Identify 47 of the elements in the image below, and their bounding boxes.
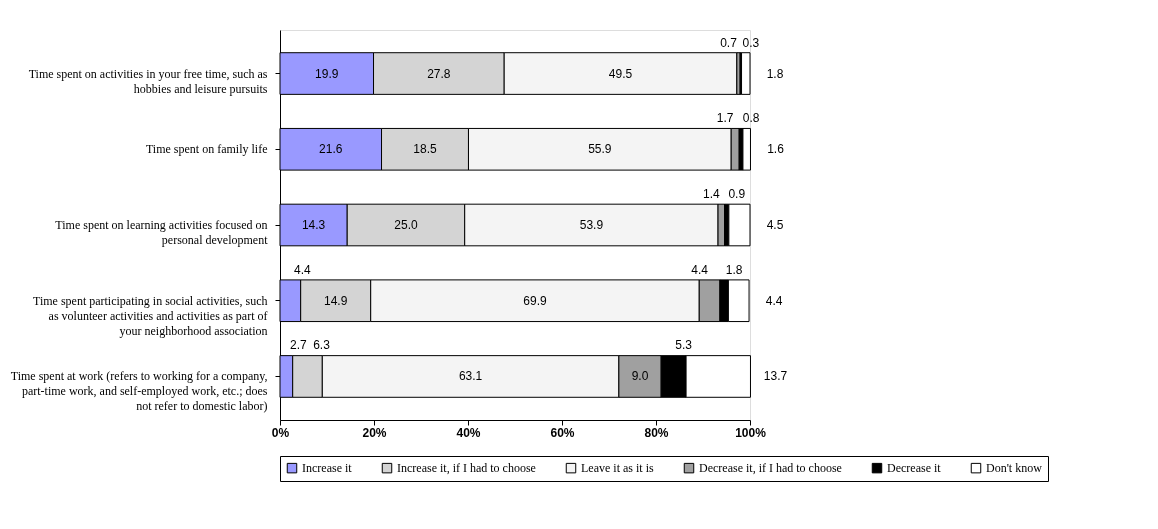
data-label: 4.4 [294, 262, 311, 277]
y-tick-label: Time spent on family life [145, 142, 268, 157]
data-label: 14.3 [301, 218, 326, 232]
x-tick-label: 0% [271, 425, 290, 440]
data-label: 18.5 [413, 142, 437, 157]
legend-label: Don't know [986, 461, 1043, 476]
legend-label: Increase it [302, 461, 353, 476]
x-tick-label: 40% [456, 425, 481, 440]
data-label: 1.4 [702, 187, 720, 201]
data-label: 4.4 [765, 293, 783, 308]
x-tick-label: 20% [362, 425, 387, 440]
legend-label: Leave it as it is [581, 461, 654, 476]
data-label: 1.8 [725, 262, 743, 277]
data-label: 21.6 [319, 142, 343, 157]
x-tick-label: 100% [735, 425, 767, 440]
x-tick-label: 60% [550, 425, 575, 440]
data-label: 25.0 [394, 218, 418, 232]
data-label: 0.7 [720, 35, 738, 50]
data-label: 1.6 [767, 142, 785, 157]
data-label: 14.9 [324, 293, 348, 308]
data-label: 5.3 [675, 338, 693, 353]
data-label: 1.8 [766, 66, 784, 81]
data-label: 27.8 [427, 66, 451, 81]
x-tick-label: 80% [644, 425, 669, 440]
y-tick-label: Time spent at work (refers to working for a company, part-time work, and self-employed work, etc.; does not refer to domestic labor) [10, 369, 268, 414]
data-label: 0.8 [742, 111, 760, 126]
data-label: 1.7 [716, 111, 734, 126]
data-label: 0.3 [742, 35, 760, 50]
data-label: 53.9 [579, 218, 604, 232]
data-label: 13.7 [763, 369, 788, 384]
legend-label: Decrease it, if I had to choose [699, 461, 842, 476]
data-label: 2.7 [290, 338, 308, 353]
data-label: 19.9 [315, 66, 339, 81]
data-label: 0.9 [728, 187, 746, 201]
data-label: 69.9 [523, 293, 547, 308]
data-label: 4.5 [766, 218, 784, 232]
y-tick-label: Time spent on activities in your free time, such as hobbies and leisure pursuits [28, 66, 268, 96]
data-label: 6.3 [313, 338, 331, 353]
legend-label: Decrease it [887, 461, 942, 476]
legend-label: Increase it, if I had to choose [397, 461, 536, 476]
data-label: 4.4 [691, 262, 709, 277]
y-tick-label: Time spent participating in social activities, such as volunteer activities and activities as part of your neighborhood association [32, 293, 268, 338]
data-label: 55.9 [588, 142, 612, 157]
data-label: 49.5 [608, 66, 633, 81]
data-label: 9.0 [631, 369, 649, 384]
y-tick-label: Time spent on learning activities focused on personal development [55, 218, 269, 247]
data-label: 63.1 [458, 369, 483, 384]
